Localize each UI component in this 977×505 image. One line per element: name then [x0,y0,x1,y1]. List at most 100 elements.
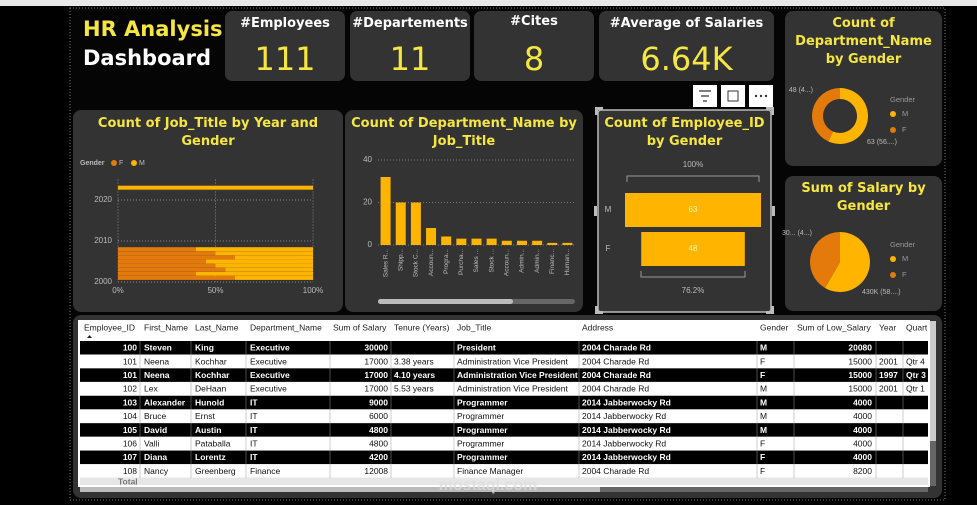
table-cell: M [760,384,767,394]
table-cell: 8200 [853,466,872,476]
table-cell: 4800 [369,439,388,449]
table-cell: Qtr 4 [906,356,925,366]
data-label: 63 [689,205,698,214]
x-tick-label: Stock ... [488,249,495,273]
kpi-value: 6.64K [640,40,733,78]
y-tick-label: 40 [363,155,372,164]
x-tick-label: Admin... [534,249,541,273]
table-cell: 2001 [879,356,898,366]
bar [441,236,452,245]
table-cell: Administration Vice President [457,356,569,366]
y-tick-label: 20 [363,198,372,207]
bar-segment [118,275,235,280]
table-cell: M [760,411,767,421]
x-tick-label: 50% [207,286,223,295]
table-cell: 4000 [853,439,872,449]
table-row [80,423,928,437]
table-cell: Programmer [457,425,508,435]
bar-segment [118,271,196,276]
table-cell: 4000 [853,411,872,421]
conversion-label: 76.2% [682,286,705,295]
bar-segment [118,247,196,252]
table-row [80,436,928,451]
legend-label: M [902,109,908,118]
table-row [80,368,928,383]
chart-title: Sum of Salary by Gender [801,181,926,214]
table-cell: Executive [250,356,287,366]
table-cell: 17000 [364,384,388,394]
table-cell: M [760,397,767,407]
table-cell: 2004 Charade Rd [582,370,651,380]
column-header: Sum of Low_Salary [797,322,871,332]
funnel-bar [641,232,745,266]
table-cell: 17000 [364,370,388,380]
table-cell: 30000 [364,343,388,353]
x-tick-label: Sales ... [473,249,480,273]
bar [562,242,573,245]
column-header: Year [879,322,896,332]
table-cell: 106 [123,439,137,449]
table-cell: Ernst [195,411,215,421]
table-cell: 15000 [848,370,872,380]
table-cell: Executive [250,370,290,380]
table-cell: 9000 [369,397,388,407]
legend-swatch [111,160,117,166]
table-cell: Neena [144,370,170,380]
pie-slice [810,232,840,288]
total-label: Total [118,476,138,486]
table-cell: 2014 Jabberwocky Rd [582,439,666,449]
chart-title: Count of Department_Name by Job_Title [351,116,577,149]
bracket [626,175,760,182]
v-scroll-thumb[interactable] [930,321,936,441]
table-cell: 4800 [369,425,388,435]
table-cell: Administration Vice President [457,370,578,380]
legend-swatch [890,256,896,262]
selection-handles [594,107,775,314]
table-cell: 1997 [879,370,898,380]
table-cell: President [457,343,496,353]
chart-title: Count of Employee_ID by Gender [604,116,765,149]
bar [471,238,482,245]
table: Employee_ID First_Name Last_Name Department… [80,320,928,486]
table-cell: 2001 [879,384,898,394]
bar [547,242,558,245]
table-cell: Administration Vice President [457,384,569,394]
conversion-label: 100% [683,160,703,169]
bar-segment [196,271,313,276]
ribbon-strip [0,0,977,6]
x-tick-label: 100% [303,286,323,295]
data-label: 48 [689,244,698,253]
table-row [80,464,928,478]
table-cell: 104 [123,411,137,421]
x-tick-label: Admin... [519,249,526,273]
table-row [80,450,928,465]
table-cell: Bruce [144,411,166,421]
kpi-value: 111 [254,40,316,78]
data-label: 48 (4...) [789,87,813,94]
focus-icon[interactable] [721,85,745,107]
table-cell: 105 [123,425,137,435]
column-header: Last_Name [195,322,239,332]
visual-header-icons[interactable] [693,85,773,107]
x-tick-label: Purcha... [458,249,465,275]
h-scroll-thumb[interactable] [80,487,600,492]
bar-segment [118,251,216,256]
table-cell: 17000 [364,356,388,366]
table-cell: King [195,343,214,353]
kpi-value: 8 [523,40,545,78]
kpi-label: #Employees [240,16,330,31]
legend-label: F [119,160,123,167]
table-cell: F [760,370,765,380]
kpi-card [350,11,470,81]
column-header: Gender [760,322,789,332]
table-cell: Programmer [457,411,504,421]
table-cell: 2004 Charade Rd [582,343,651,353]
legend-title: Gender [80,160,105,167]
table-cell: IT [250,439,258,449]
bar [456,238,467,245]
bar-segment [118,259,206,264]
table-cell: 2004 Charade Rd [582,384,649,394]
table-cell: Diana [144,452,167,462]
table-cell: Finance [250,466,281,476]
